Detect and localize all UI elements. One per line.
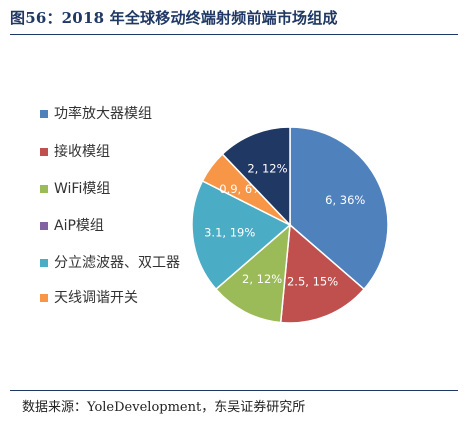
data-label-rx-module: 2.5, 15%	[287, 274, 338, 288]
pie-slice-rx-module	[279, 223, 366, 324]
legend-item-antenna-tuner: 天线调谐开关	[40, 290, 200, 307]
title-rule	[10, 34, 458, 35]
legend-item-pa-module: 功率放大器模组	[40, 106, 200, 123]
pie-slice-pa-module	[289, 126, 389, 291]
data-label-other: 2, 12%	[247, 162, 287, 176]
legend-item-filter-duplexer: 分立滤波器、双工器	[40, 255, 188, 272]
legend-label: 功率放大器模组	[54, 106, 152, 122]
data-label-pa-module: 6, 36%	[325, 193, 365, 207]
legend-label: AiP模组	[54, 218, 104, 234]
source-note: 数据来源：YoleDevelopment，东吴证券研究所	[22, 400, 306, 415]
legend-item-wifi-module: WiFi模组	[40, 181, 200, 198]
legend-swatch	[40, 185, 48, 193]
pie-slice-filter-duplexer	[191, 179, 292, 291]
legend-label: 天线调谐开关	[54, 290, 138, 306]
legend-swatch	[40, 110, 48, 118]
legend-label: 分立滤波器、双工器	[54, 255, 180, 271]
legend-swatch	[40, 222, 48, 230]
pie-slice-other	[221, 126, 291, 227]
legend-swatch	[40, 259, 48, 267]
source-rule	[10, 390, 458, 391]
data-label-filter-duplexer: 3.1, 19%	[204, 226, 255, 240]
data-label-wifi-module: 2, 12%	[242, 272, 282, 286]
legend-label: 接收模组	[54, 144, 110, 160]
legend-label: WiFi模组	[54, 181, 111, 197]
legend-swatch	[40, 294, 48, 302]
legend-item-rx-module: 接收模组	[40, 144, 200, 161]
figure-title: 图56：2018 年全球移动终端射频前端市场组成	[10, 9, 338, 27]
legend-swatch	[40, 148, 48, 156]
legend-item-aip-module: AiP模组	[40, 218, 200, 235]
pie-slice-wifi-module	[214, 223, 291, 324]
